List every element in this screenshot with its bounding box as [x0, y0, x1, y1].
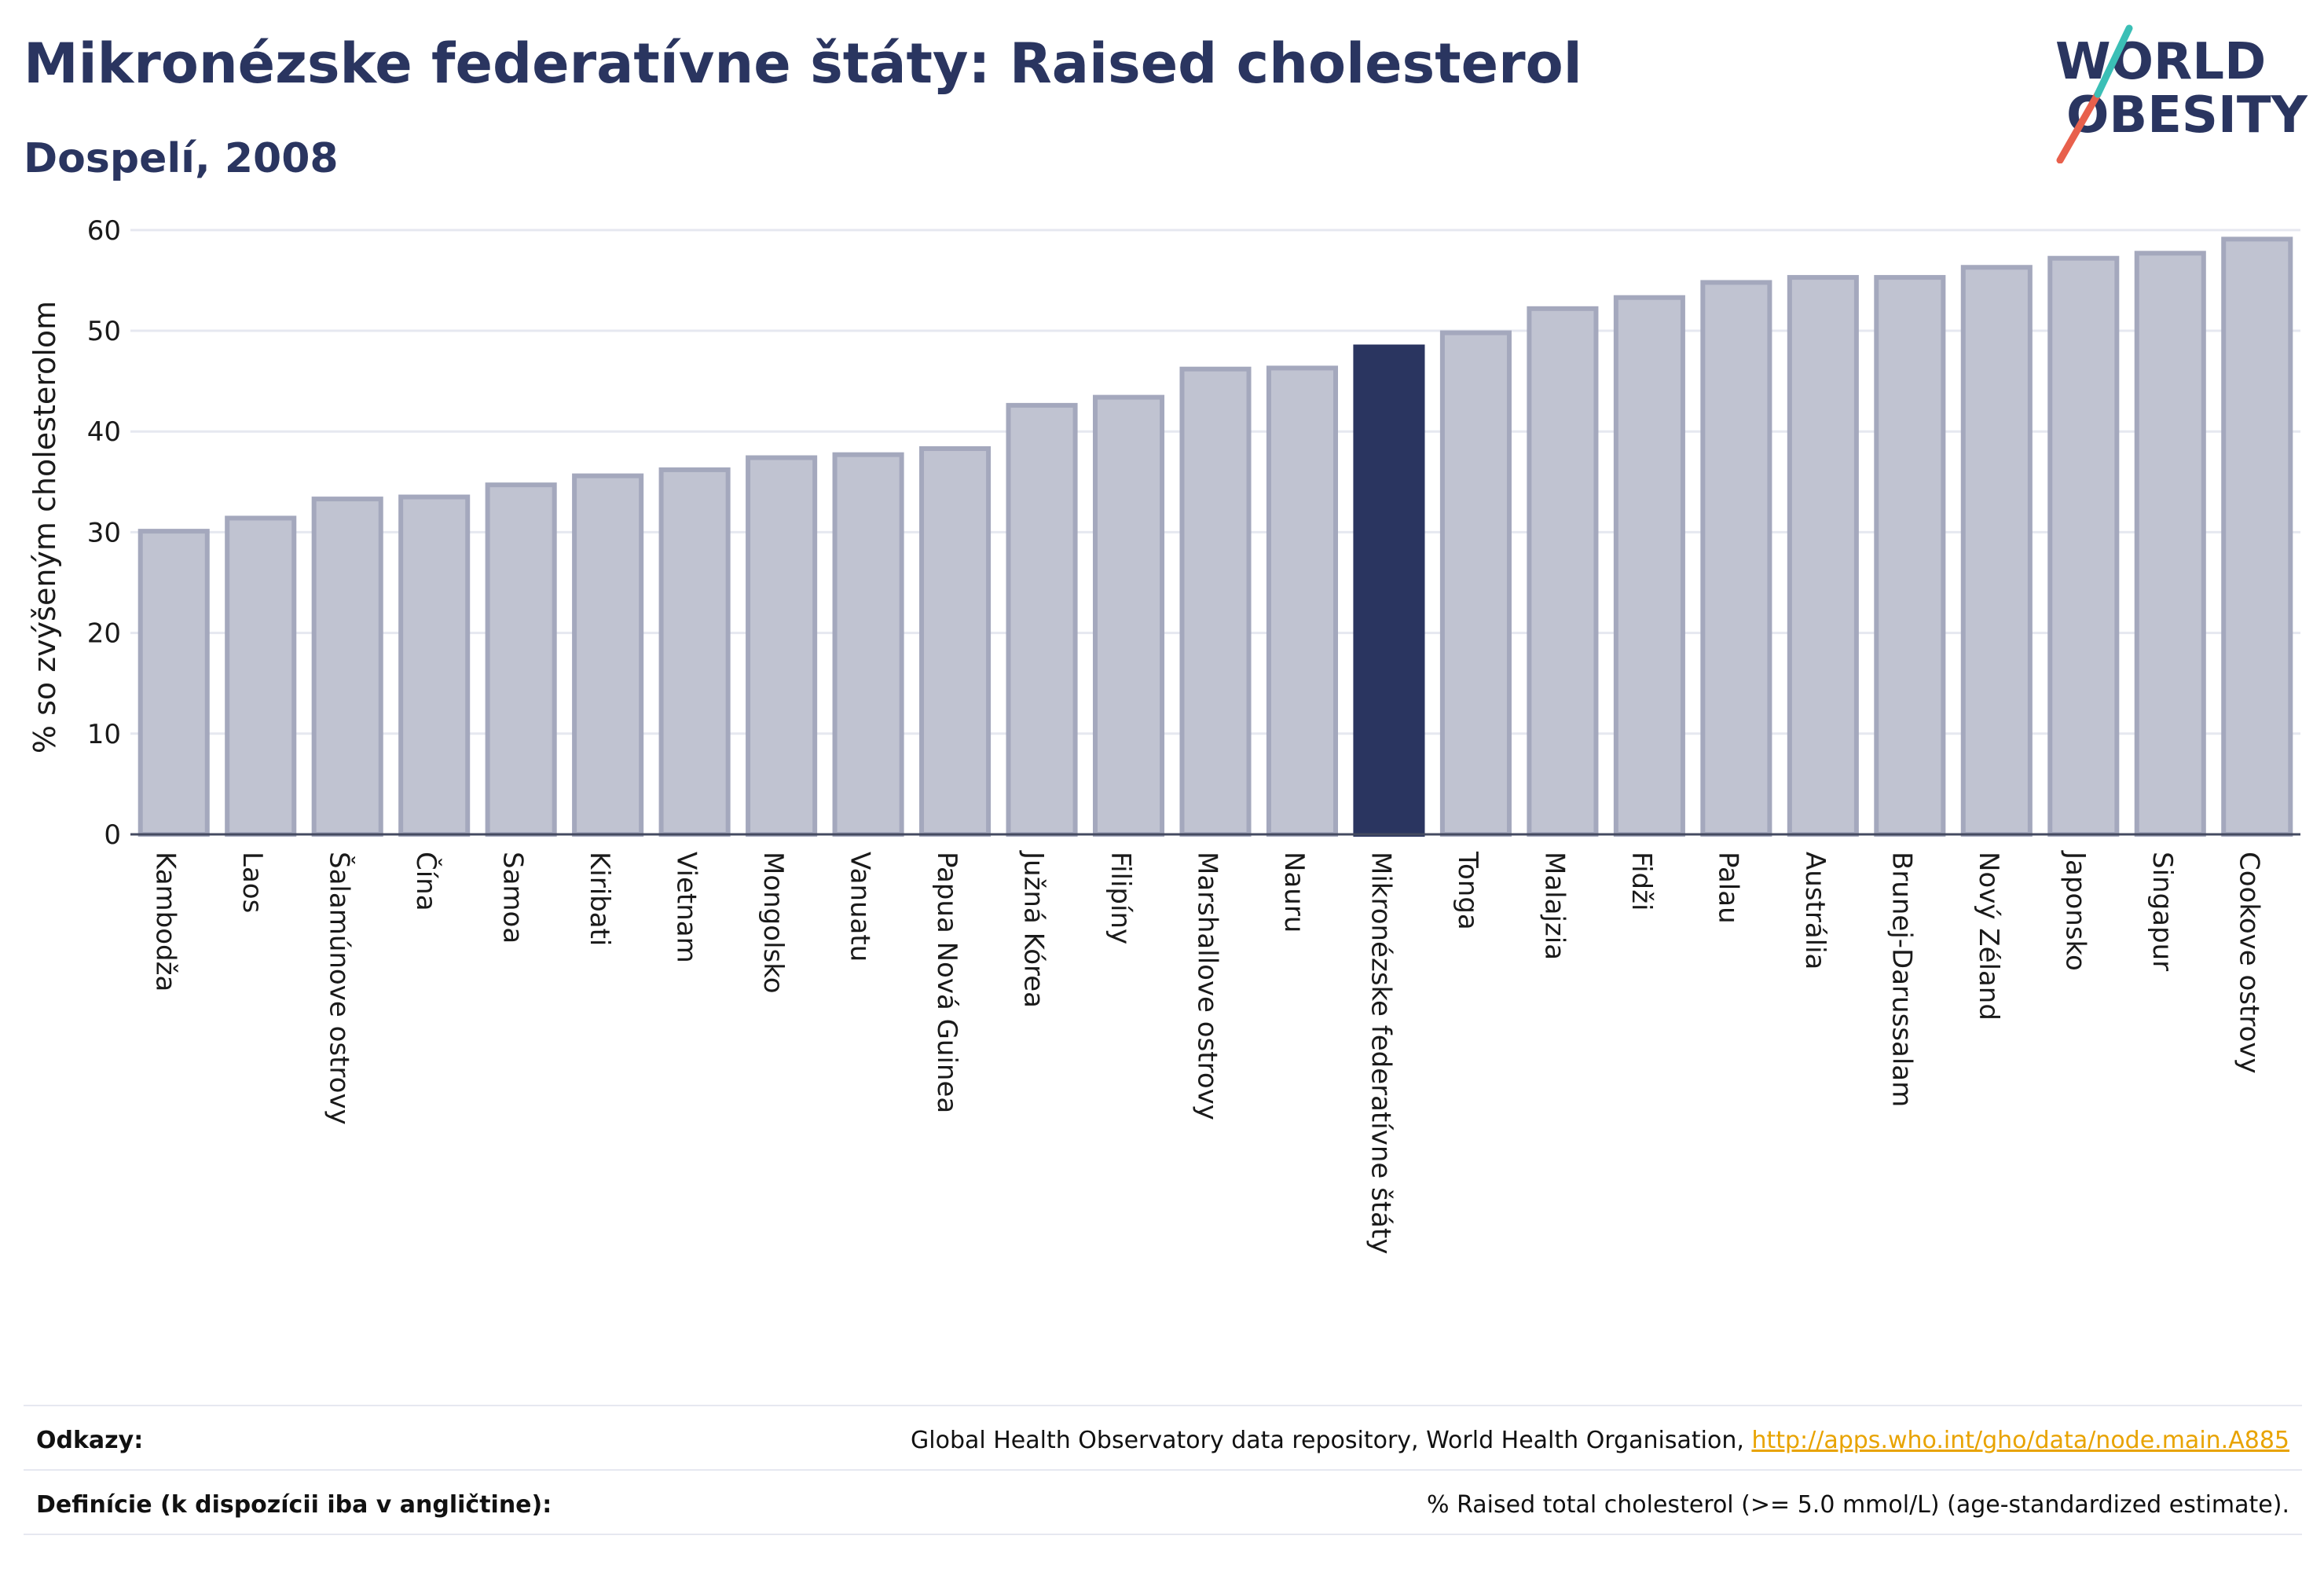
references-value: Global Health Observatory data repositor… — [911, 1427, 2289, 1454]
bar-highlighted[interactable] — [1353, 344, 1425, 837]
references-link[interactable]: http://apps.who.int/gho/data/node.main.A… — [1751, 1427, 2289, 1454]
bar[interactable] — [1787, 275, 1859, 837]
references-text: Global Health Observatory data repositor… — [911, 1427, 1752, 1454]
logo-line-world: WORLD — [2055, 33, 2266, 91]
x-tick-label: Vanuatu — [845, 852, 876, 962]
y-tick-label: 60 — [87, 215, 121, 247]
x-tick-label: Samoa — [497, 852, 529, 944]
bar[interactable] — [2047, 255, 2120, 837]
x-tick-label: Šalamúnove ostrovy — [324, 852, 356, 1125]
bar[interactable] — [485, 482, 557, 837]
definitions-label: Definície (k dispozícii iba v angličtine… — [36, 1491, 552, 1519]
x-tick-label: Tonga — [1452, 851, 1483, 930]
x-tick-label: Kambodža — [150, 852, 181, 991]
y-tick-label: 0 — [104, 819, 121, 851]
x-tick-label: Japonsko — [2059, 850, 2091, 971]
bar[interactable] — [1092, 394, 1165, 837]
bar[interactable] — [1439, 330, 1512, 837]
bar[interactable] — [1874, 275, 1946, 837]
x-tick-label: Brunej-Darussalam — [1886, 852, 1917, 1107]
bar[interactable] — [1527, 306, 1599, 837]
references-label: Odkazy: — [36, 1427, 144, 1454]
logo-slash-lower — [2056, 90, 2102, 163]
footer-divider-middle — [24, 1469, 2302, 1471]
bar[interactable] — [1266, 365, 1339, 837]
bars — [137, 236, 2293, 837]
x-tick-label: Vietnam — [671, 852, 702, 963]
bar[interactable] — [746, 455, 818, 837]
logo-line-obesity: OBESITY — [2066, 86, 2308, 145]
y-tick-label: 50 — [87, 316, 121, 347]
bar[interactable] — [1613, 295, 1685, 837]
x-tick-label: Filipíny — [1105, 852, 1136, 944]
x-tick-label: Palau — [1712, 852, 1743, 924]
x-tick-label: Čína — [410, 852, 442, 911]
bar[interactable] — [2221, 236, 2293, 837]
x-tick-label: Malajzia — [1538, 852, 1570, 960]
footer-divider-bottom — [24, 1534, 2302, 1535]
bar[interactable] — [1960, 265, 2033, 837]
chart-subtitle: Dospelí, 2008 — [24, 135, 339, 182]
bar-chart: 0 10 20 30 40 50 60 Kambodža Laos Šalamúnove ost… — [27, 215, 2300, 1254]
x-tick-label: Kiribati — [584, 852, 615, 946]
y-tick-label: 20 — [87, 618, 121, 650]
bar[interactable] — [311, 497, 383, 837]
x-tick-label: Papua Nová Guinea — [931, 852, 962, 1113]
x-tick-label: Južná Kórea — [1018, 850, 1050, 1008]
bar[interactable] — [1179, 366, 1252, 837]
x-tick-label: Fidži — [1626, 852, 1657, 911]
bar[interactable] — [1700, 280, 1772, 837]
logo-slash-upper — [2094, 24, 2133, 98]
x-axis-labels: Kambodža Laos Šalamúnove ostrovy Čína Samoa K… — [150, 850, 2265, 1254]
bar[interactable] — [832, 452, 904, 837]
chart-title: Mikronézske federatívne štáty: Raised ch… — [24, 31, 1582, 96]
bar[interactable] — [1006, 402, 1078, 837]
definitions-value: % Raised total cholesterol (>= 5.0 mmol/… — [1427, 1491, 2289, 1519]
y-tick-label: 10 — [87, 719, 121, 750]
x-tick-label: Cookove ostrovy — [2233, 852, 2264, 1074]
y-tick-label: 30 — [87, 517, 121, 548]
x-tick-label: Marshallove ostrovy — [1192, 852, 1223, 1120]
bar[interactable] — [137, 529, 210, 837]
bar[interactable] — [919, 446, 992, 837]
x-tick-label: Austrália — [1799, 852, 1831, 969]
world-obesity-logo: WORLD OBESITY — [2055, 24, 2308, 163]
x-tick-label: Mikronézske federatívne štáty — [1365, 852, 1396, 1254]
bar[interactable] — [572, 473, 644, 837]
footer-divider-top — [24, 1405, 2302, 1406]
bar[interactable] — [398, 494, 471, 837]
x-tick-label: Mongolsko — [757, 852, 789, 994]
y-tick-label: 40 — [87, 416, 121, 448]
y-axis-ticks: 0 10 20 30 40 50 60 — [87, 215, 121, 851]
x-tick-label: Laos — [236, 852, 268, 913]
x-tick-label: Nový Zéland — [1973, 852, 2004, 1021]
bar[interactable] — [2134, 251, 2206, 837]
x-tick-label: Nauru — [1278, 852, 1310, 933]
bar[interactable] — [225, 515, 297, 837]
x-tick-label: Singapur — [2146, 852, 2178, 971]
y-axis-label: % so zvýšeným cholesterolom — [27, 301, 62, 753]
bar[interactable] — [658, 467, 731, 837]
